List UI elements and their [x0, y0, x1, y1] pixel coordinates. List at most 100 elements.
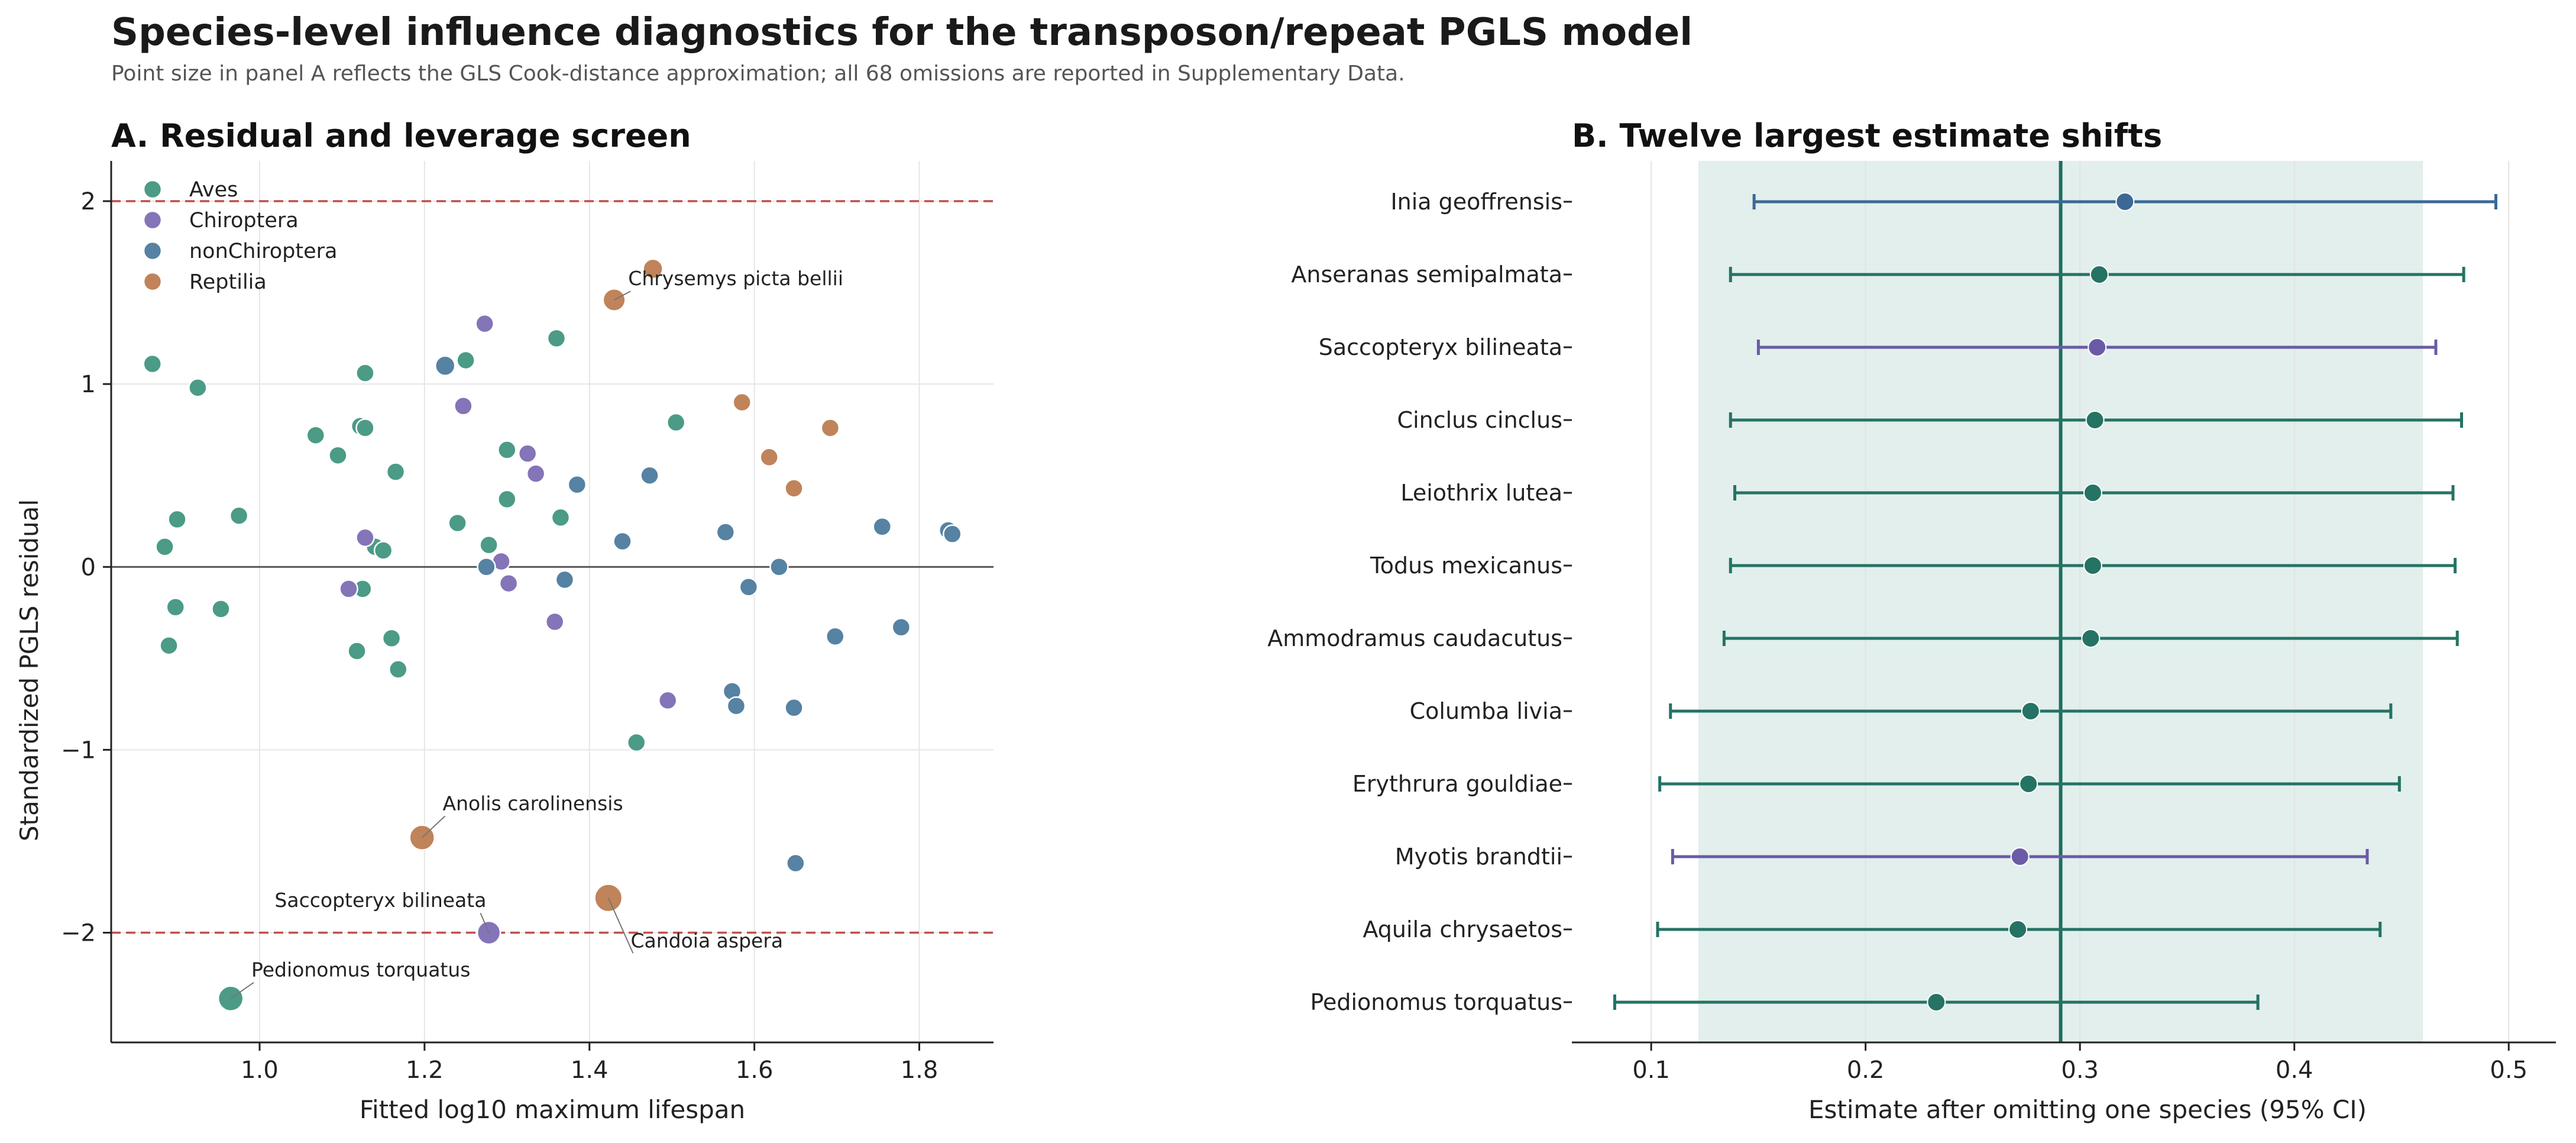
data-point-reptilia [732, 392, 752, 412]
data-point-aves [388, 660, 408, 679]
x-tick-label: 0.5 [2490, 1057, 2528, 1084]
data-point-aves [373, 541, 393, 560]
data-point-nonchiroptera [567, 474, 587, 495]
figure-subtitle: Point size in panel A reflects the GLS C… [111, 62, 1405, 86]
panel-a-annotations: Chrysemys picta bellii Anolis carolinensi… [230, 267, 843, 999]
panel-b-grid [1651, 161, 2510, 1042]
data-point-aves [155, 537, 174, 557]
data-point-nonchiroptera [786, 853, 805, 873]
panel-b: B. Twelve largest estimate shifts 0.1 0.2… [1267, 117, 2556, 1124]
panel-a-legend: Aves Chiroptera nonChiroptera Reptilia [143, 178, 337, 294]
estimate-point-pedionomus-torquatus [1927, 993, 1946, 1012]
data-point-chiroptera [499, 573, 519, 593]
data-point-aves [229, 506, 249, 525]
y-tick-label: 1 [81, 371, 96, 398]
legend-label-reptilia: Reptilia [189, 270, 267, 294]
panel-a-x-axis-label: Fitted log10 maximum lifespan [360, 1095, 745, 1124]
data-point-chiroptera [658, 690, 678, 711]
x-tick-label: 0.1 [1632, 1057, 1670, 1084]
data-point-nonchiroptera [477, 557, 496, 577]
species-label-ammodramus-caudacutus: Ammodramus caudacutus [1267, 625, 1562, 651]
estimate-point-leiothrix-lutea [2083, 483, 2102, 502]
data-point-nonchiroptera [726, 696, 746, 716]
data-point-chiroptera [545, 612, 565, 632]
panel-a-y-axis-label: Standardized PGLS residual [15, 499, 44, 841]
legend-marker-chiroptera [143, 210, 163, 230]
data-point-aves [626, 732, 646, 753]
x-tick-label: 1.2 [406, 1057, 444, 1084]
annotation-candoia-aspera: Candoia aspera [630, 929, 783, 952]
y-tick-label: 2 [81, 188, 96, 215]
estimate-point-anseranas-semipalmata [2089, 265, 2109, 284]
data-point-nonchiroptera [739, 577, 759, 597]
data-point-nonchiroptera [555, 570, 575, 590]
panel-b-rows [1613, 192, 2497, 1012]
data-point-aves [497, 489, 517, 509]
x-tick-label: 1.8 [901, 1057, 939, 1084]
legend-marker-reptilia [143, 272, 163, 292]
data-point-nonchiroptera [640, 466, 659, 485]
panel-a: A. Residual and leverage screen Chrysemy… [15, 117, 993, 1124]
legend-marker-nonchiroptera [143, 241, 163, 261]
data-point-chiroptera [475, 314, 494, 334]
data-point-reptilia [784, 479, 804, 498]
y-tick-label: −1 [61, 737, 96, 764]
estimate-point-inia-geoffrensis [2115, 192, 2135, 211]
estimate-point-saccopteryx-bilineata [2088, 338, 2107, 357]
x-tick-label: 0.2 [1847, 1057, 1885, 1084]
data-point-aves [167, 509, 187, 529]
estimate-point-myotis-brandtii [2010, 847, 2030, 866]
data-point-aves [456, 350, 475, 370]
data-point-nonchiroptera [434, 355, 456, 376]
x-tick-label: 0.4 [2276, 1057, 2313, 1084]
data-point-aves [546, 328, 567, 348]
annotation-saccopteryx-bilineata: Saccopteryx bilineata [274, 889, 486, 912]
data-point-aves [347, 641, 367, 661]
data-point-chiroptera [517, 444, 538, 463]
x-tick-label: 1.4 [571, 1057, 609, 1084]
species-label-myotis-brandtii: Myotis brandtii [1395, 844, 1562, 870]
data-point-aves [551, 508, 571, 528]
annotation-anolis-carolinensis: Anolis carolinensis [443, 792, 623, 815]
data-point-nonchiroptera [872, 517, 892, 537]
panel-a-reference-lines [111, 200, 993, 934]
panel-b-title: B. Twelve largest estimate shifts [1572, 117, 2162, 154]
annotation-chrysemys-picta-bellii: Chrysemys picta bellii [628, 267, 843, 290]
panel-a-title: A. Residual and leverage screen [111, 117, 691, 154]
estimate-point-erythrura-gouldiae [2019, 774, 2038, 793]
data-point-reptilia [642, 258, 664, 280]
annotation-leader [230, 981, 254, 999]
legend-label-chiroptera: Chiroptera [189, 209, 299, 233]
data-point-reptilia [759, 447, 779, 467]
figure-title: Species-level influence diagnostics for … [111, 11, 1693, 54]
data-point-nonchiroptera [826, 627, 845, 646]
x-tick-label: 1.0 [241, 1057, 279, 1084]
annotation-leader [480, 912, 490, 933]
data-point-aves [188, 378, 208, 398]
data-point-aves [328, 445, 348, 465]
x-tick-label: 0.3 [2061, 1057, 2099, 1084]
data-point-chiroptera [526, 464, 546, 483]
data-point-nonchiroptera [613, 531, 632, 551]
annotation-leader [614, 290, 631, 301]
legend-label-nonchiroptera: nonChiroptera [189, 240, 337, 263]
annotation-leader [607, 897, 634, 954]
y-tick-label: 0 [81, 554, 96, 581]
species-label-leiothrix-lutea: Leiothrix lutea [1400, 480, 1562, 506]
annotation-pedionomus-torquatus: Pedionomus torquatus [251, 958, 470, 981]
data-point-chiroptera [339, 579, 358, 599]
data-point-nonchiroptera [716, 522, 736, 542]
data-point-aves [381, 628, 402, 648]
species-label-cinclus-cinclus: Cinclus cinclus [1397, 407, 1562, 433]
data-point-chiroptera [454, 396, 473, 416]
legend-marker-aves [143, 179, 163, 199]
species-label-pedionomus-torquatus: Pedionomus torquatus [1310, 989, 1562, 1015]
estimate-point-cinclus-cinclus [2085, 411, 2105, 430]
species-label-inia-geoffrensis: Inia geoffrensis [1390, 189, 1562, 215]
estimate-point-ammodramus-caudacutus [2081, 629, 2101, 648]
data-point-aves [355, 418, 375, 438]
data-point-aves [159, 635, 179, 656]
data-point-aves [448, 513, 467, 533]
x-tick-label: 1.6 [736, 1057, 774, 1084]
